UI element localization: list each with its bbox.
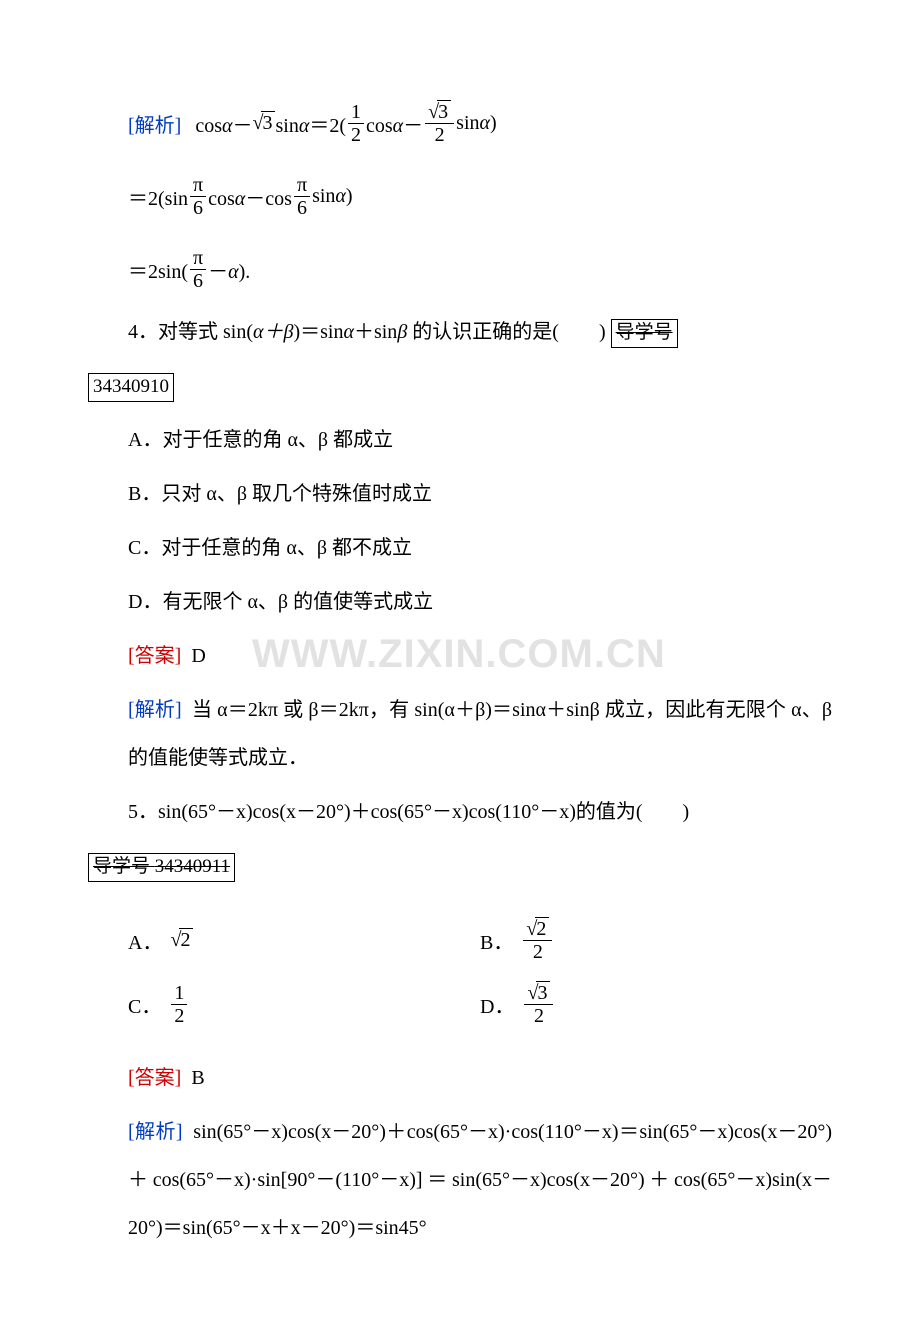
q3-solution-step3: ＝2sin( π6 －α).: [88, 247, 832, 292]
q4-choice-b: B．只对 α、β 取几个特殊值时成立: [88, 470, 832, 518]
solution-label: [解析]: [128, 109, 181, 138]
q3-solution-step1: [解析] cosα－ √3 sinα＝2( 12 cosα－ √32 sinα): [88, 100, 832, 146]
q5-choices: A． √2 B． √22 C． 12 D． √32: [88, 908, 832, 1036]
content: [解析] cosα－ √3 sinα＝2( 12 cosα－ √32 sinα)…: [88, 100, 832, 1252]
q4-answer: [答案] D: [88, 632, 832, 680]
q5-choice-c: C． 12: [128, 972, 480, 1036]
q4-choice-c: C．对于任意的角 α、β 都不成立: [88, 524, 832, 572]
q4-choice-d: D．有无限个 α、β 的值使等式成立: [88, 578, 832, 626]
q5-solution: [解析] sin(65°－x)cos(x－20°)＋cos(65°－x)·cos…: [88, 1108, 832, 1252]
q5-stem: 5．sin(65°－x)cos(x－20°)＋cos(65°－x)cos(110…: [88, 788, 832, 836]
q5-answer: [答案] B: [88, 1054, 832, 1102]
q5-refbox: 导学号 34340911: [88, 842, 832, 890]
q5-choice-d: D． √32: [480, 972, 832, 1036]
q3-solution-step2: ＝2(sin π6 cosα－cos π6 sinα): [88, 174, 832, 219]
q4-refnum: 34340910: [88, 362, 832, 410]
q4-solution: [解析] 当 α＝2kπ 或 β＝2kπ，有 sin(α＋β)＝sinα＋sin…: [88, 686, 832, 782]
q5-choice-a: A． √2: [128, 908, 480, 972]
ref-label: 导学号: [611, 319, 678, 348]
q4-stem: 4．对等式 sin(α＋β)＝sinα＋sinβ 的认识正确的是( ) 导学号: [88, 308, 832, 356]
q4-choice-a: A．对于任意的角 α、β 都成立: [88, 416, 832, 464]
q5-choice-b: B． √22: [480, 908, 832, 972]
